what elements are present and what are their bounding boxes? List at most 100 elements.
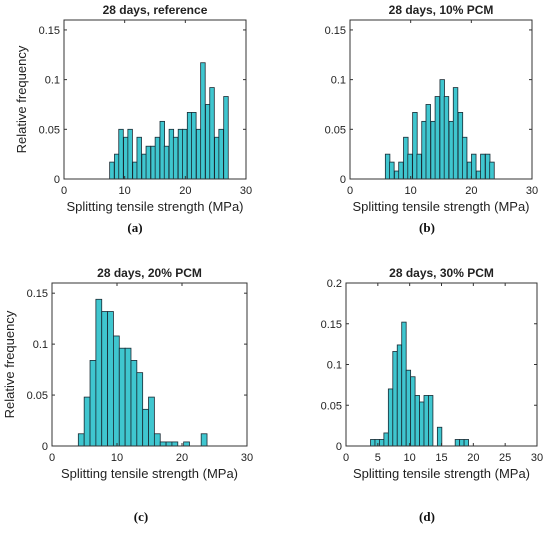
histogram-bar	[410, 376, 416, 447]
histogram-bar	[154, 136, 161, 180]
y-tick-label: 0.1	[331, 75, 346, 87]
x-tick-label: 30	[531, 452, 543, 464]
x-tick-label: 0	[343, 452, 349, 464]
histogram-bar	[95, 298, 103, 447]
plot-frame	[349, 19, 533, 180]
histogram-panel-1: 0 10 20 30 0 0.05 0.1 0.15 28 days, 10% PCM Split…	[325, 3, 539, 214]
histogram-bar	[172, 136, 179, 180]
histogram-bar	[434, 96, 441, 180]
histogram-bar	[191, 112, 197, 180]
histogram-bar	[416, 153, 422, 180]
histogram-panel-2: 0 10 20 30 0 0.05 0.1 0.15 28 days, 20% PCM Split…	[2, 266, 253, 481]
histogram-bar	[182, 128, 188, 180]
histogram-bar	[136, 372, 144, 447]
plot-frame	[51, 282, 248, 447]
histogram-bar	[183, 441, 190, 447]
histogram-bar	[83, 396, 91, 447]
histogram-bar	[461, 136, 468, 180]
x-tick-label: 0	[61, 185, 67, 197]
histogram-bar	[223, 96, 229, 180]
x-tick-label: 0	[347, 185, 353, 197]
histogram-bar	[428, 395, 434, 447]
histogram-bar	[218, 128, 224, 180]
x-tick-label: 5	[375, 452, 381, 464]
x-tick-label: 20	[176, 452, 188, 464]
x-tick-label: 10	[111, 452, 123, 464]
chart-title: 28 days, reference	[103, 3, 208, 17]
histogram-bar	[419, 401, 425, 447]
chart-title: 28 days, 20% PCM	[97, 266, 202, 280]
histogram-bar	[209, 87, 215, 180]
histogram-bar	[89, 360, 97, 447]
histogram-bar	[142, 408, 149, 447]
histogram-bar	[200, 433, 208, 447]
x-axis-label: Splitting tensile strength (MPa)	[61, 466, 238, 481]
histogram-bar	[124, 347, 132, 447]
y-tick-label: 0	[54, 174, 60, 186]
y-tick-label: 0	[42, 441, 48, 453]
caption-d: (d)	[419, 509, 435, 524]
histogram-bar	[136, 136, 142, 180]
x-tick-label: 10	[119, 185, 131, 197]
histogram-bar	[407, 153, 413, 180]
histogram-panel-3: 0 5 10 15 20 25 30 0 0.05 0.1 0.15 0.2 28 days, 30% …	[321, 266, 544, 481]
histogram-bar	[452, 87, 459, 180]
histogram-bar	[163, 145, 170, 180]
histogram-bar	[113, 335, 120, 447]
y-tick-label: 0.15	[27, 288, 48, 300]
histogram-bar	[383, 432, 389, 447]
histogram-bar	[454, 439, 461, 447]
x-tick-label: 15	[435, 452, 447, 464]
histogram-bar	[401, 321, 407, 447]
histogram-bar	[392, 351, 398, 447]
y-tick-label: 0	[336, 441, 342, 453]
x-tick-label: 20	[179, 185, 191, 197]
histogram-bar	[398, 161, 404, 180]
histogram-bar	[463, 439, 469, 447]
histogram-bar	[370, 439, 376, 447]
y-tick-label: 0.15	[321, 319, 342, 331]
y-tick-label: 0.05	[27, 390, 48, 402]
y-axis-label: Relative frequency	[2, 310, 17, 418]
histogram-bar	[153, 433, 161, 447]
histogram-bar	[101, 311, 108, 447]
x-tick-label: 20	[465, 185, 477, 197]
x-axis-label: Splitting tensile strength (MPa)	[352, 199, 529, 214]
histogram-bar	[109, 161, 115, 180]
histogram-bar	[200, 62, 206, 180]
histogram-bar	[396, 344, 403, 447]
histogram-bar	[165, 441, 173, 447]
histogram-bar	[171, 441, 179, 447]
histogram-bar	[159, 441, 167, 447]
caption-c: (c)	[133, 509, 149, 524]
x-tick-label: 25	[499, 452, 511, 464]
histogram-bar	[118, 347, 126, 447]
histogram-bar	[423, 395, 429, 447]
histogram-bar	[389, 161, 395, 180]
y-tick-label: 0.05	[321, 400, 342, 412]
histogram-bar	[130, 360, 138, 447]
x-tick-label: 20	[467, 452, 479, 464]
x-tick-label: 30	[526, 185, 538, 197]
y-tick-label: 0	[340, 174, 346, 186]
y-tick-label: 0.15	[325, 25, 346, 37]
y-tick-label: 0.1	[33, 339, 48, 351]
y-tick-label: 0.1	[45, 75, 60, 87]
caption-a: (a)	[127, 220, 143, 235]
histogram-bar	[414, 395, 420, 447]
x-tick-label: 10	[405, 185, 417, 197]
y-axis-label: Relative frequency	[14, 45, 29, 153]
y-tick-label: 0.1	[327, 360, 342, 372]
histogram-panel-0: 0 10 20 30 0 0.05 0.1 0.15 28 days, reference Spl…	[14, 3, 252, 214]
chart-title: 28 days, 30% PCM	[389, 266, 494, 280]
histogram-bar	[107, 311, 114, 447]
histogram-bar	[118, 128, 124, 180]
histogram-bar	[145, 145, 152, 180]
chart-title: 28 days, 10% PCM	[389, 3, 494, 17]
histogram-bar	[374, 439, 380, 447]
x-tick-label: 30	[241, 452, 253, 464]
histogram-bar	[77, 433, 85, 447]
x-tick-label: 30	[240, 185, 252, 197]
